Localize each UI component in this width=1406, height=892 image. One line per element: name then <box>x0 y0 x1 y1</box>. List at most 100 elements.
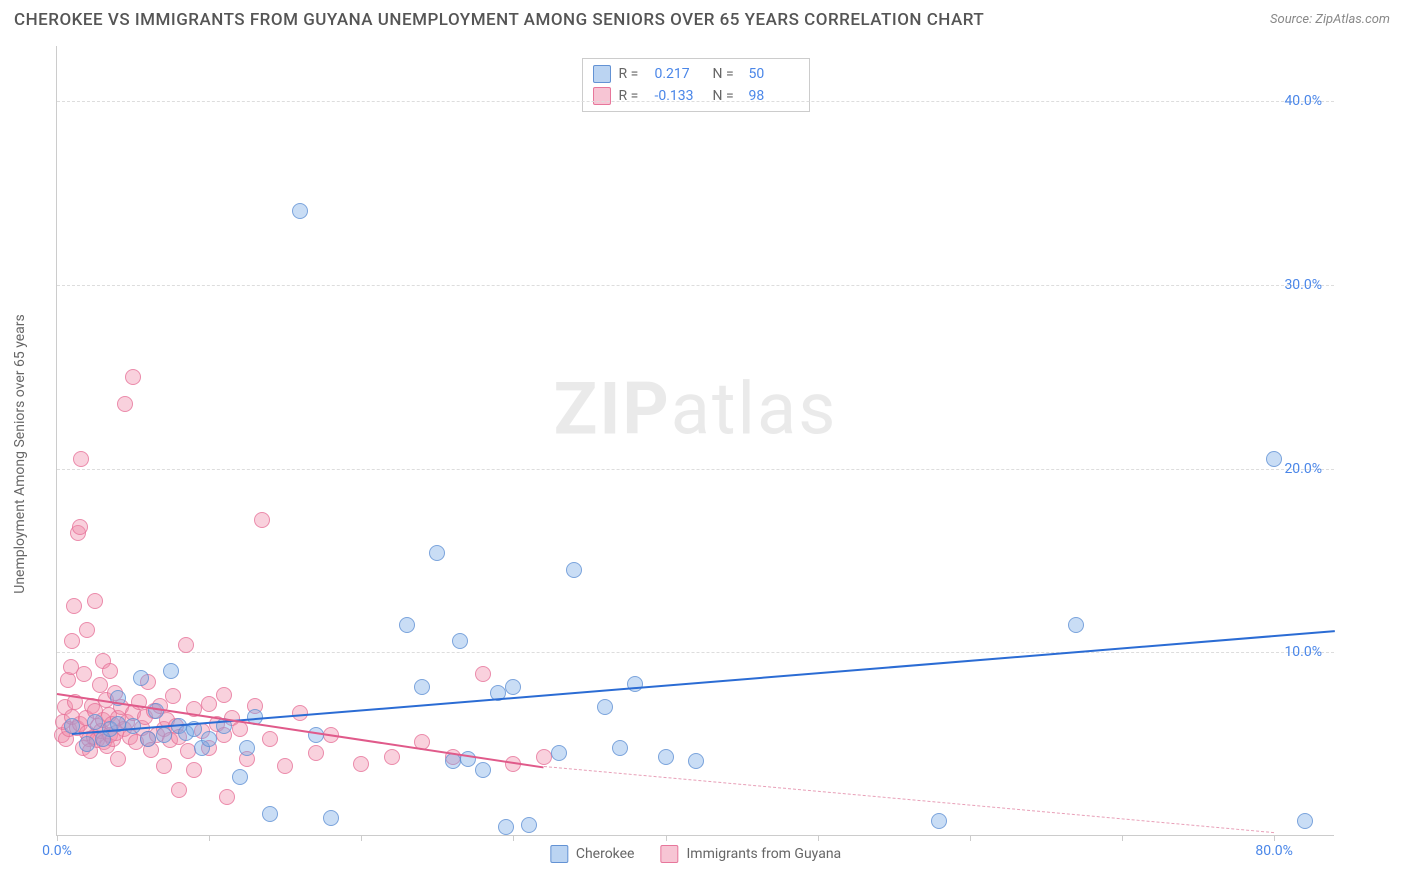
trendline <box>72 630 1335 735</box>
source-attribution: Source: ZipAtlas.com <box>1270 12 1390 27</box>
scatter-point <box>219 789 235 805</box>
scatter-point <box>399 617 415 633</box>
scatter-point <box>76 666 92 682</box>
scatter-point <box>475 666 491 682</box>
scatter-point <box>292 203 308 219</box>
scatter-point <box>384 749 400 765</box>
scatter-point <box>64 633 80 649</box>
scatter-point <box>597 699 613 715</box>
scatter-point <box>201 696 217 712</box>
swatch-blue-icon <box>593 65 611 83</box>
gridline <box>57 101 1334 102</box>
scatter-point <box>414 679 430 695</box>
scatter-point <box>165 688 181 704</box>
scatter-point <box>688 753 704 769</box>
scatter-point <box>521 817 537 833</box>
legend-label-guyana: Immigrants from Guyana <box>686 846 841 862</box>
x-tick-mark <box>57 835 58 841</box>
scatter-point <box>475 762 491 778</box>
legend-row-guyana: R = -0.133 N = 98 <box>593 85 799 107</box>
x-tick-mark <box>970 835 971 841</box>
scatter-point <box>92 677 108 693</box>
scatter-point <box>262 806 278 822</box>
scatter-point <box>277 758 293 774</box>
scatter-point <box>254 512 270 528</box>
x-tick-mark <box>1274 835 1275 841</box>
x-tick-label: 0.0% <box>42 843 72 859</box>
scatter-point <box>232 721 248 737</box>
y-tick-label: 20.0% <box>1284 461 1322 477</box>
legend-r-label: R = <box>619 66 647 82</box>
correlation-legend: R = 0.217 N = 50 R = -0.133 N = 98 <box>582 58 810 112</box>
scatter-point <box>148 703 164 719</box>
scatter-point <box>156 758 172 774</box>
scatter-point <box>125 369 141 385</box>
scatter-point <box>79 622 95 638</box>
gridline <box>57 285 1334 286</box>
watermark: ZIPatlas <box>554 366 838 451</box>
legend-item-cherokee: Cherokee <box>550 845 635 863</box>
scatter-point <box>505 679 521 695</box>
legend-row-cherokee: R = 0.217 N = 50 <box>593 63 799 85</box>
scatter-point <box>73 451 89 467</box>
scatter-point <box>133 670 149 686</box>
plot-area: ZIPatlas R = 0.217 N = 50 R = -0.133 N =… <box>56 46 1334 836</box>
y-tick-label: 10.0% <box>1284 644 1322 660</box>
scatter-point <box>931 813 947 829</box>
legend-n-value-1: 50 <box>749 66 799 82</box>
scatter-point <box>102 663 118 679</box>
scatter-point <box>452 633 468 649</box>
trendline-extrapolated <box>544 766 1274 833</box>
scatter-point <box>117 396 133 412</box>
scatter-point <box>87 714 103 730</box>
scatter-point <box>110 751 126 767</box>
scatter-point <box>1266 451 1282 467</box>
legend-r-value-1: 0.217 <box>655 66 705 82</box>
scatter-point <box>353 756 369 772</box>
scatter-point <box>551 745 567 761</box>
scatter-point <box>262 731 278 747</box>
chart-title: CHEROKEE VS IMMIGRANTS FROM GUYANA UNEMP… <box>14 10 984 30</box>
scatter-point <box>566 562 582 578</box>
scatter-point <box>140 731 156 747</box>
scatter-point <box>612 740 628 756</box>
x-tick-mark <box>818 835 819 841</box>
legend-item-guyana: Immigrants from Guyana <box>660 845 841 863</box>
watermark-light: atlas <box>671 366 838 451</box>
gridline <box>57 469 1334 470</box>
scatter-point <box>156 727 172 743</box>
scatter-point <box>72 519 88 535</box>
swatch-pink-icon <box>593 87 611 105</box>
legend-n-label: N = <box>713 66 741 82</box>
x-tick-mark <box>209 835 210 841</box>
scatter-point <box>163 663 179 679</box>
scatter-point <box>64 718 80 734</box>
scatter-point <box>429 545 445 561</box>
y-axis-label: Unemployment Among Seniors over 65 years <box>12 314 28 594</box>
scatter-point <box>498 819 514 835</box>
scatter-point <box>79 736 95 752</box>
x-tick-mark <box>1122 835 1123 841</box>
scatter-point <box>178 637 194 653</box>
swatch-blue-icon <box>550 845 568 863</box>
scatter-point <box>232 769 248 785</box>
watermark-bold: ZIP <box>554 366 671 451</box>
scatter-point <box>1068 617 1084 633</box>
series-legend: Cherokee Immigrants from Guyana <box>550 845 841 863</box>
x-tick-mark <box>666 835 667 841</box>
legend-label-cherokee: Cherokee <box>576 846 635 862</box>
scatter-point <box>308 745 324 761</box>
scatter-point <box>186 762 202 778</box>
x-tick-mark <box>513 835 514 841</box>
scatter-point <box>66 598 82 614</box>
scatter-point <box>201 731 217 747</box>
gridline <box>57 652 1334 653</box>
scatter-point <box>658 749 674 765</box>
scatter-point <box>171 782 187 798</box>
y-tick-label: 30.0% <box>1284 277 1322 293</box>
swatch-pink-icon <box>660 845 678 863</box>
scatter-point <box>536 749 552 765</box>
scatter-point <box>239 740 255 756</box>
scatter-point <box>323 810 339 826</box>
y-tick-label: 40.0% <box>1284 93 1322 109</box>
